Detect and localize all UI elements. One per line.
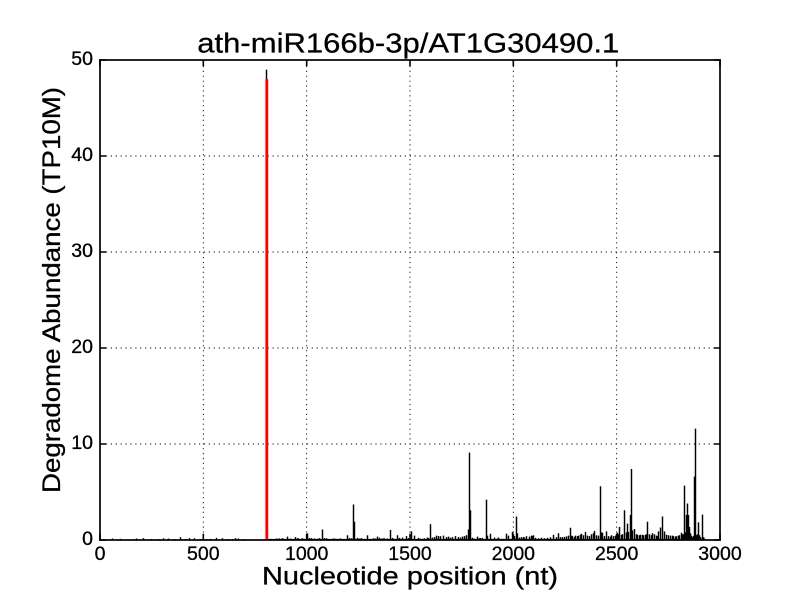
svg-text:3000: 3000 (698, 543, 742, 565)
svg-text:40: 40 (71, 144, 93, 166)
svg-text:30: 30 (71, 240, 93, 262)
svg-text:ath-miR166b-3p/AT1G30490.1: ath-miR166b-3p/AT1G30490.1 (197, 28, 619, 59)
svg-text:2000: 2000 (492, 543, 536, 565)
svg-text:1500: 1500 (388, 543, 432, 565)
svg-text:20: 20 (71, 336, 93, 358)
svg-text:Nucleotide position (nt): Nucleotide position (nt) (262, 563, 558, 591)
svg-text:2500: 2500 (595, 543, 639, 565)
svg-text:Degradome Abundance (TP10M): Degradome Abundance (TP10M) (38, 87, 66, 493)
svg-text:10: 10 (71, 432, 93, 454)
svg-text:0: 0 (82, 528, 93, 550)
svg-text:500: 500 (187, 543, 220, 565)
svg-text:50: 50 (71, 48, 93, 70)
svg-text:1000: 1000 (285, 543, 329, 565)
svg-text:0: 0 (95, 543, 106, 565)
